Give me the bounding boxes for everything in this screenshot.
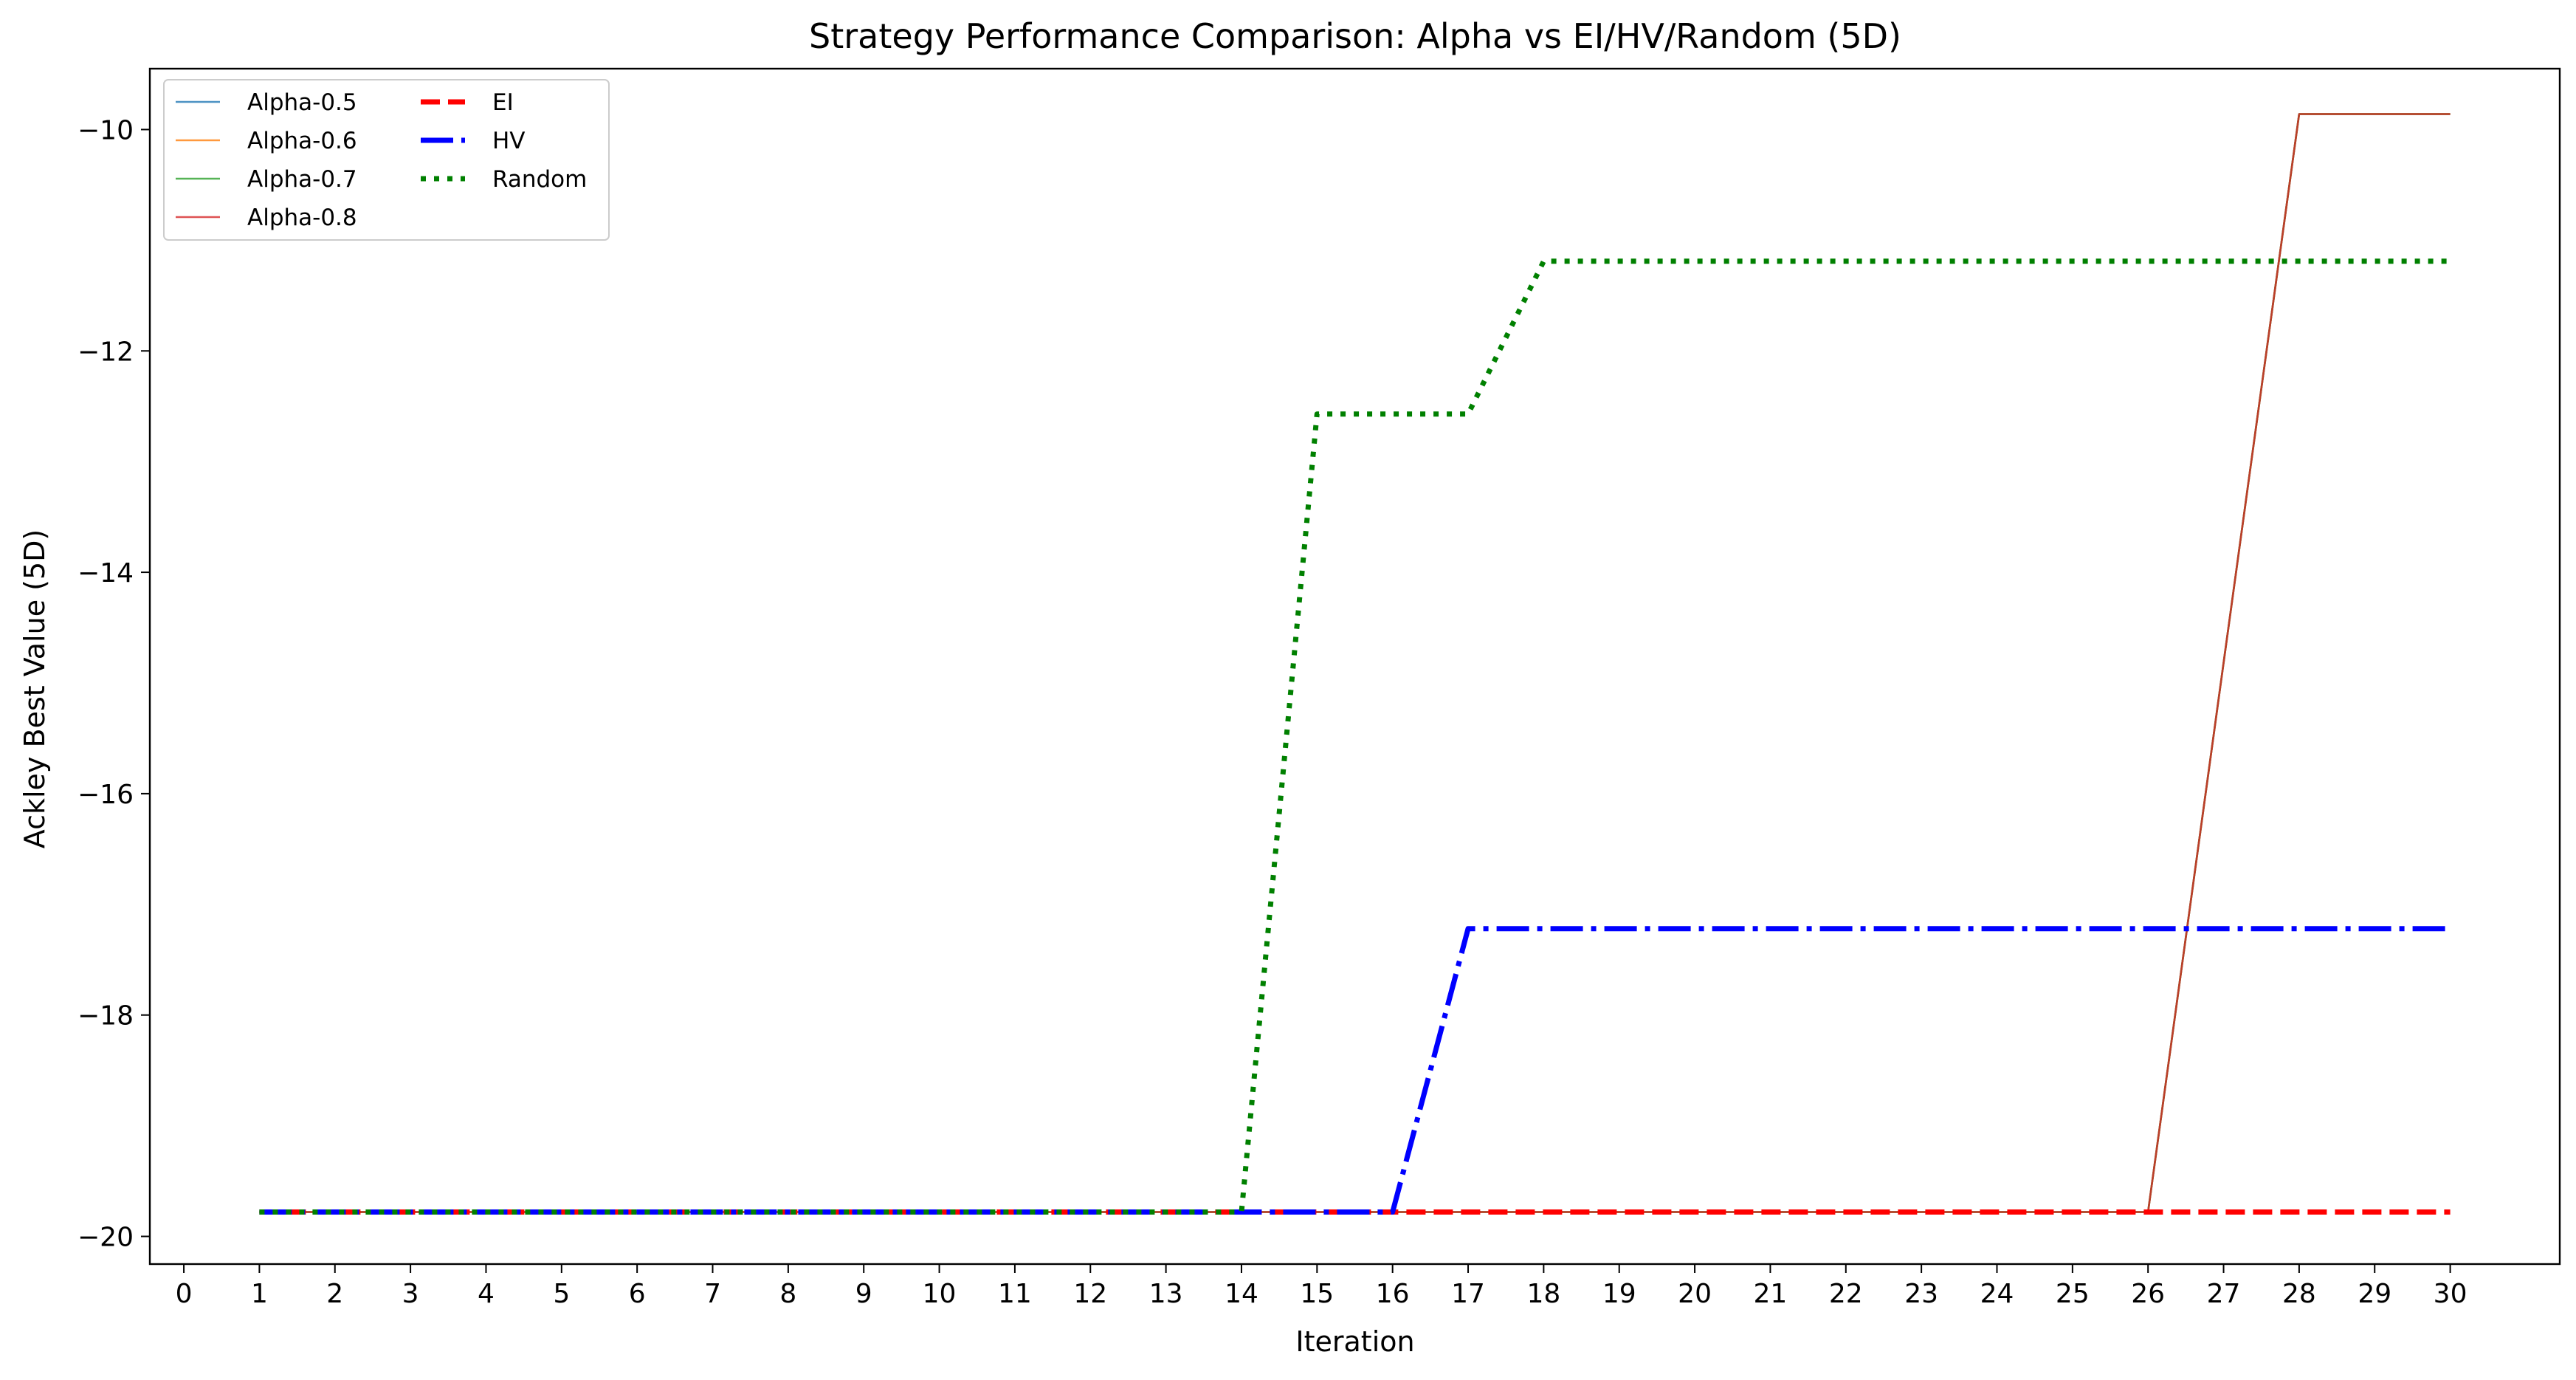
x-tick-label: 15 <box>1300 1279 1334 1309</box>
x-tick-label: 27 <box>2207 1279 2241 1309</box>
x-tick-label: 19 <box>1602 1279 1636 1309</box>
y-tick-label: −16 <box>78 780 134 810</box>
x-tick-label: 25 <box>2056 1279 2090 1309</box>
x-tick-label: 2 <box>326 1279 343 1309</box>
x-tick-label: 10 <box>923 1279 957 1309</box>
legend-label-alpha-0-7: Alpha-0.7 <box>247 166 357 193</box>
x-tick-label: 20 <box>1678 1279 1712 1309</box>
x-tick-label: 6 <box>629 1279 646 1309</box>
legend-box <box>163 79 610 241</box>
x-tick-label: 14 <box>1225 1279 1258 1309</box>
y-tick-label: −18 <box>78 1001 134 1031</box>
x-tick-label: 29 <box>2358 1279 2391 1309</box>
axes: 0 1 2 3 4 5 6 7 8 9 10 11 12 13 14 15 16 17 18 19 20 21 22 23 24… <box>78 67 2561 1309</box>
x-tick-label: 18 <box>1526 1279 1560 1309</box>
y-tick-label: −14 <box>78 558 134 588</box>
x-tick-label: 9 <box>855 1279 872 1309</box>
y-tick-label: −10 <box>78 115 134 145</box>
series-lines <box>259 113 2451 1215</box>
x-tick-label: 28 <box>2282 1279 2316 1309</box>
series-line-random <box>259 258 2451 1215</box>
x-axis-title: Iteration <box>1295 1325 1414 1358</box>
x-tick-label: 5 <box>553 1279 570 1309</box>
x-tick-label: 8 <box>779 1279 796 1309</box>
x-tick-label: 17 <box>1451 1279 1485 1309</box>
x-tick-label: 11 <box>998 1279 1032 1309</box>
x-tick-label: 3 <box>402 1279 419 1309</box>
x-tick-label: 26 <box>2131 1279 2165 1309</box>
chart-title: Strategy Performance Comparison: Alpha v… <box>809 16 1901 56</box>
x-tick-label: 7 <box>704 1279 721 1309</box>
legend-label-hv: HV <box>492 128 526 154</box>
x-tick-label: 4 <box>478 1279 495 1309</box>
plot-area <box>259 113 2451 1215</box>
x-tick-label: 13 <box>1149 1279 1183 1309</box>
x-tick-label: 12 <box>1073 1279 1107 1309</box>
y-axis-title: Ackley Best Value (5D) <box>18 529 51 848</box>
legend-label-alpha-0-5: Alpha-0.5 <box>247 89 357 116</box>
x-tick-label: 30 <box>2434 1279 2467 1309</box>
x-tick-label: 0 <box>176 1279 193 1309</box>
series-line-hv <box>259 926 2451 1215</box>
legend-label-alpha-0-6: Alpha-0.6 <box>247 128 357 154</box>
y-tick-label: −12 <box>78 337 134 367</box>
x-tick-label: 23 <box>1904 1279 1938 1309</box>
legend-label-random: Random <box>492 166 587 193</box>
x-tick-label: 1 <box>251 1279 268 1309</box>
x-tick-label: 21 <box>1754 1279 1788 1309</box>
legend-label-alpha-0-8: Alpha-0.8 <box>247 205 357 231</box>
legend-label-ei: EI <box>492 89 514 116</box>
axes-frame <box>148 67 2561 1266</box>
legend: Alpha-0.5 Alpha-0.6 Alpha-0.7 Alpha-0.8 EI HV… <box>163 79 610 241</box>
y-tick-label: −20 <box>78 1223 134 1253</box>
x-tick-label: 16 <box>1376 1279 1410 1309</box>
x-tick-label: 22 <box>1829 1279 1863 1309</box>
x-tick-label: 24 <box>1980 1279 2014 1309</box>
